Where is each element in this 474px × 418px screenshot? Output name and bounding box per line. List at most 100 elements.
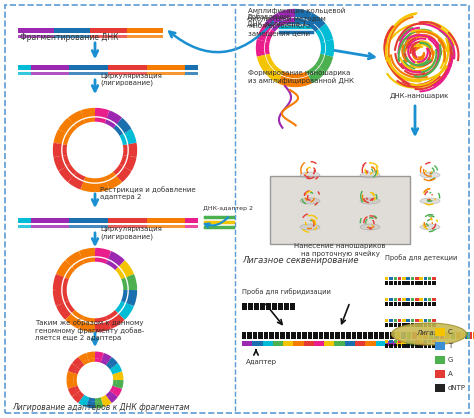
Bar: [423, 332, 428, 339]
Text: Адаптер: Адаптер: [246, 359, 277, 365]
Bar: [355, 341, 360, 346]
Bar: [82, 218, 95, 223]
Bar: [402, 344, 406, 348]
Bar: [389, 298, 393, 301]
Bar: [435, 332, 439, 339]
Bar: [411, 340, 414, 343]
Bar: [415, 344, 419, 348]
Bar: [286, 332, 291, 339]
Bar: [290, 303, 295, 310]
Ellipse shape: [360, 172, 380, 178]
Bar: [473, 332, 474, 339]
Bar: [44, 225, 56, 228]
Text: Проба для детекции: Проба для детекции: [385, 254, 457, 261]
Text: Лигирование адаптеров к ДНК фрагментам: Лигирование адаптеров к ДНК фрагментам: [12, 403, 190, 412]
Bar: [419, 319, 423, 322]
Bar: [407, 319, 410, 322]
Bar: [284, 303, 289, 310]
Bar: [102, 35, 115, 38]
Bar: [415, 319, 419, 322]
Bar: [146, 72, 159, 75]
Bar: [424, 281, 427, 285]
Bar: [335, 341, 340, 346]
Bar: [350, 341, 355, 346]
Bar: [127, 28, 139, 33]
Bar: [69, 65, 82, 70]
Bar: [407, 323, 410, 327]
Bar: [278, 303, 283, 310]
Bar: [415, 277, 419, 280]
Bar: [386, 341, 391, 346]
Bar: [121, 225, 134, 228]
Bar: [412, 332, 417, 339]
Bar: [402, 281, 406, 285]
Bar: [91, 35, 102, 38]
Bar: [462, 332, 464, 339]
Bar: [393, 281, 397, 285]
Bar: [31, 72, 44, 75]
Bar: [391, 332, 395, 339]
Bar: [419, 281, 423, 285]
Bar: [360, 341, 365, 346]
Bar: [398, 298, 401, 301]
Bar: [283, 341, 288, 346]
Bar: [319, 341, 324, 346]
Text: A: A: [448, 371, 453, 377]
Bar: [374, 332, 379, 339]
Bar: [95, 65, 108, 70]
Ellipse shape: [420, 198, 440, 204]
Bar: [299, 341, 304, 346]
Bar: [375, 341, 381, 346]
Bar: [270, 332, 274, 339]
Bar: [428, 340, 431, 343]
Bar: [432, 298, 436, 301]
Bar: [288, 341, 293, 346]
Bar: [44, 72, 56, 75]
Bar: [108, 65, 121, 70]
Bar: [402, 340, 406, 343]
Bar: [393, 302, 397, 306]
Bar: [121, 218, 134, 223]
Bar: [146, 65, 159, 70]
Bar: [69, 225, 82, 228]
Bar: [432, 277, 436, 280]
Bar: [18, 35, 30, 38]
Bar: [270, 176, 410, 244]
Bar: [419, 344, 423, 348]
Bar: [402, 323, 406, 327]
Bar: [146, 225, 159, 228]
Bar: [398, 340, 401, 343]
Bar: [393, 277, 397, 280]
Bar: [185, 72, 198, 75]
Bar: [263, 341, 268, 346]
Bar: [407, 298, 410, 301]
Bar: [304, 341, 309, 346]
Bar: [242, 341, 247, 346]
Bar: [341, 332, 346, 339]
Bar: [393, 344, 397, 348]
Bar: [428, 319, 431, 322]
Text: Лигазное секвенирование: Лигазное секвенирование: [242, 256, 358, 265]
Bar: [467, 332, 470, 339]
Bar: [139, 28, 151, 33]
Bar: [151, 35, 163, 38]
Bar: [293, 341, 299, 346]
Bar: [398, 281, 401, 285]
Bar: [424, 340, 427, 343]
Bar: [278, 341, 283, 346]
Text: Лигаза: Лигаза: [416, 330, 442, 336]
Bar: [91, 28, 102, 33]
Bar: [115, 28, 127, 33]
Bar: [56, 72, 69, 75]
Bar: [424, 319, 427, 322]
Bar: [346, 332, 351, 339]
Bar: [456, 332, 461, 339]
Bar: [398, 344, 401, 348]
Bar: [108, 218, 121, 223]
Bar: [172, 65, 185, 70]
Bar: [411, 277, 414, 280]
Bar: [185, 218, 198, 223]
Bar: [325, 332, 329, 339]
Bar: [54, 28, 66, 33]
Bar: [385, 319, 389, 322]
